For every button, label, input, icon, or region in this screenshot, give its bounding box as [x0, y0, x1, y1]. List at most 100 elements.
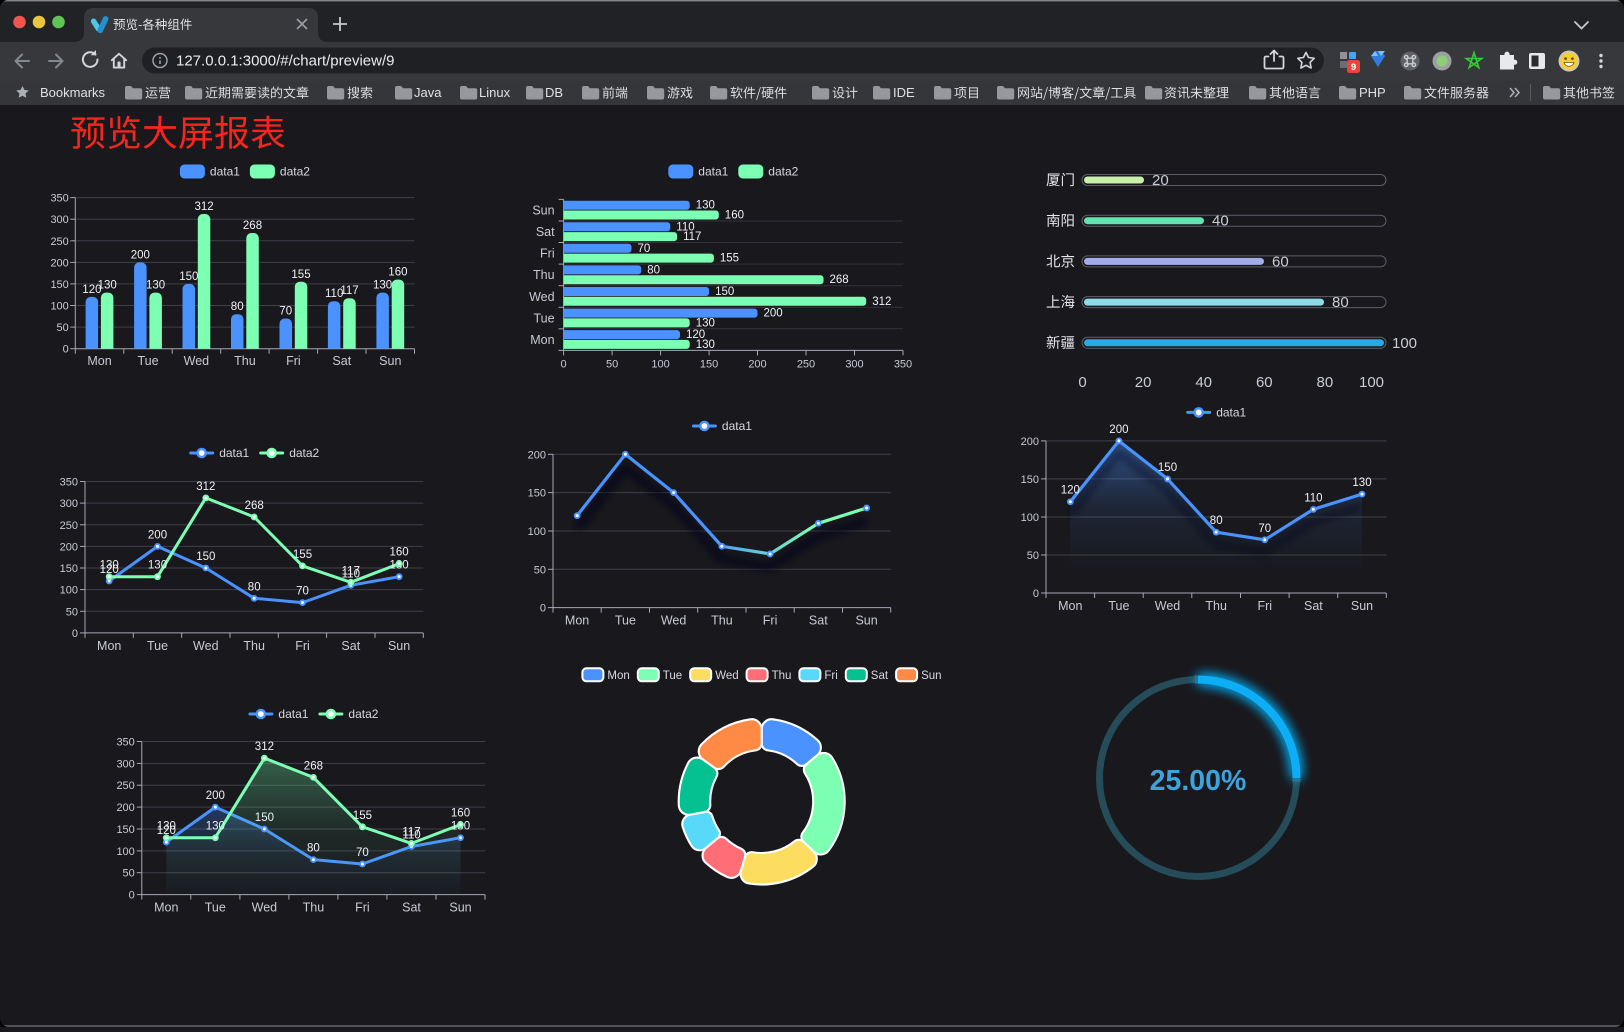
svg-text:80: 80	[307, 843, 320, 855]
svg-text:Mon: Mon	[154, 901, 178, 915]
svg-text:Fri: Fri	[286, 354, 301, 368]
svg-text:25.00%: 25.00%	[1150, 765, 1247, 797]
svg-text:Thu: Thu	[303, 901, 325, 915]
svg-text:100: 100	[528, 526, 546, 538]
svg-text:350: 350	[50, 193, 68, 205]
svg-text:350: 350	[60, 477, 78, 489]
svg-text:312: 312	[196, 481, 215, 493]
svg-text:160: 160	[451, 808, 470, 820]
svg-text:Sun: Sun	[379, 354, 401, 368]
svg-text:Tue: Tue	[205, 901, 226, 915]
svg-text:Sat: Sat	[1304, 599, 1323, 613]
svg-text:200: 200	[748, 358, 766, 370]
svg-text:268: 268	[304, 760, 323, 772]
svg-text:150: 150	[50, 279, 68, 291]
svg-text:data1: data1	[210, 165, 240, 179]
svg-text:350: 350	[894, 358, 912, 370]
svg-text:Tue: Tue	[615, 614, 636, 628]
svg-text:Wed: Wed	[715, 670, 738, 682]
svg-text:data1: data1	[698, 165, 728, 179]
svg-text:data2: data2	[289, 446, 319, 460]
svg-text:Tue: Tue	[534, 311, 555, 325]
svg-text:Sat: Sat	[809, 614, 828, 628]
svg-text:Fri: Fri	[540, 247, 555, 261]
svg-text:Fri: Fri	[355, 901, 370, 915]
svg-text:Sun: Sun	[1351, 599, 1373, 613]
svg-text:20: 20	[1135, 374, 1152, 391]
svg-text:200: 200	[528, 449, 546, 461]
svg-text:200: 200	[148, 529, 167, 541]
svg-text:150: 150	[1021, 474, 1039, 486]
svg-text:127.0.0.1:3000/#/chart/preview: 127.0.0.1:3000/#/chart/preview/9	[176, 53, 394, 70]
svg-text:160: 160	[390, 547, 409, 559]
svg-text:Wed: Wed	[252, 901, 278, 915]
svg-text:data1: data1	[278, 707, 308, 721]
svg-text:data2: data2	[768, 165, 798, 179]
svg-text:Sat: Sat	[536, 225, 555, 239]
svg-text:Mon: Mon	[607, 670, 629, 682]
svg-text:data2: data2	[280, 165, 310, 179]
svg-text:200: 200	[50, 257, 68, 269]
svg-text:data1: data1	[1216, 406, 1246, 420]
svg-text:Bookmarks: Bookmarks	[40, 85, 106, 100]
svg-text:160: 160	[388, 267, 407, 279]
svg-text:130: 130	[148, 560, 167, 572]
svg-text:Mon: Mon	[1058, 599, 1082, 613]
svg-text:Mon: Mon	[565, 614, 589, 628]
svg-text:Mon: Mon	[530, 333, 554, 347]
svg-text:312: 312	[872, 296, 891, 308]
svg-text:150: 150	[179, 271, 198, 283]
svg-text:130: 130	[98, 280, 117, 292]
svg-text:0: 0	[1033, 588, 1039, 600]
svg-text:150: 150	[715, 286, 734, 298]
svg-text:Mon: Mon	[87, 354, 111, 368]
svg-text:Thu: Thu	[1205, 599, 1227, 613]
svg-text:Fri: Fri	[824, 670, 837, 682]
svg-text:0: 0	[72, 628, 78, 640]
svg-text:80: 80	[1210, 515, 1223, 527]
svg-text:70: 70	[279, 306, 292, 318]
svg-text:Fri: Fri	[1258, 599, 1273, 613]
svg-text:312: 312	[255, 741, 274, 753]
svg-text:Wed: Wed	[529, 290, 555, 304]
svg-text:250: 250	[116, 780, 134, 792]
svg-text:50: 50	[123, 868, 135, 880]
svg-text:50: 50	[1027, 550, 1039, 562]
svg-text:250: 250	[797, 358, 815, 370]
svg-text:155: 155	[353, 810, 372, 822]
svg-text:9: 9	[1351, 62, 1356, 73]
svg-text:155: 155	[293, 549, 312, 561]
svg-text:Thu: Thu	[772, 670, 792, 682]
svg-text:data1: data1	[219, 446, 249, 460]
svg-text:80: 80	[647, 264, 660, 276]
svg-text:data1: data1	[722, 419, 752, 433]
svg-text:Mon: Mon	[97, 639, 121, 653]
svg-text:70: 70	[638, 243, 651, 255]
svg-text:Sun: Sun	[388, 639, 410, 653]
svg-text:Wed: Wed	[184, 354, 210, 368]
svg-text:100: 100	[651, 358, 669, 370]
svg-text:150: 150	[700, 358, 718, 370]
svg-text:268: 268	[245, 500, 264, 512]
svg-text:50: 50	[57, 322, 69, 334]
svg-text:117: 117	[342, 565, 360, 577]
svg-text:0: 0	[1078, 374, 1086, 391]
svg-text:200: 200	[116, 802, 134, 814]
svg-text:130: 130	[100, 560, 119, 572]
svg-text:100: 100	[1359, 374, 1384, 391]
svg-text:data2: data2	[348, 707, 378, 721]
svg-text:50: 50	[66, 606, 78, 618]
svg-text:120: 120	[1061, 485, 1080, 497]
svg-text:200: 200	[206, 790, 225, 802]
svg-text:Tue: Tue	[147, 639, 168, 653]
svg-text:Sat: Sat	[341, 639, 360, 653]
svg-text:Thu: Thu	[243, 639, 265, 653]
svg-text:0: 0	[540, 603, 546, 615]
svg-text:Wed: Wed	[661, 614, 687, 628]
svg-text:Thu: Thu	[234, 354, 256, 368]
svg-text:Sun: Sun	[532, 204, 554, 218]
svg-text:Sun: Sun	[449, 901, 471, 915]
svg-text:70: 70	[296, 586, 309, 598]
svg-text:300: 300	[60, 498, 78, 510]
svg-text:150: 150	[255, 812, 274, 824]
